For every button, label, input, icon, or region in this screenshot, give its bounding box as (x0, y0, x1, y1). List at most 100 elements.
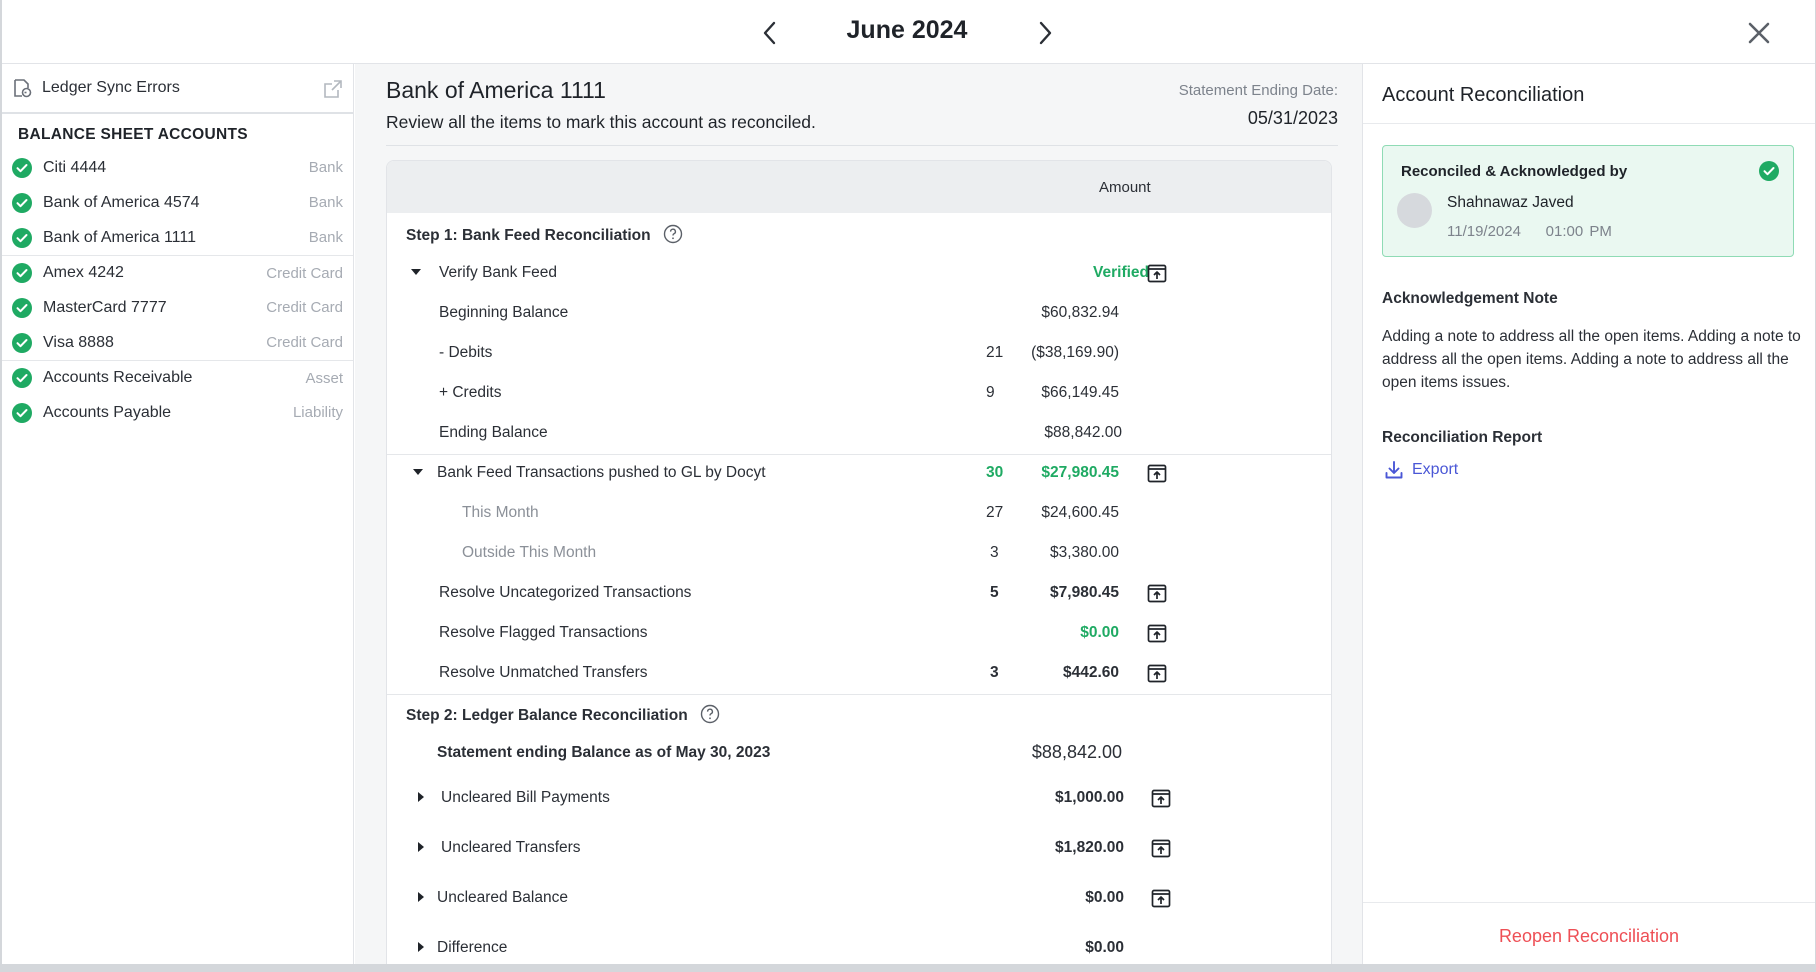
sidebar-account-item[interactable]: Accounts Receivable Asset (2, 360, 353, 395)
check-circle-icon (12, 157, 32, 178)
difference-amount: $0.00 (1085, 939, 1124, 956)
statement-ending-label: Statement Ending Date: (1178, 82, 1338, 99)
acknowledged-timestamp: 11/19/2024 01:00 PM (1447, 223, 1612, 240)
uncleared-bill-payments-label: Uncleared Bill Payments (441, 789, 610, 806)
expand-caret[interactable] (418, 842, 424, 852)
unmatched-amount: $442.60 (1062, 664, 1119, 681)
debits-amount: ($38,169.90) (1031, 344, 1119, 361)
account-reconciliation-panel: Account Reconciliation Reconciled & Ackn… (1362, 64, 1815, 964)
account-name: Citi 4444 (43, 158, 107, 176)
sidebar-account-item[interactable]: MasterCard 7777 Credit Card (2, 290, 353, 325)
sidebar-account-item[interactable]: Visa 8888 Credit Card (2, 325, 353, 360)
this-month-amount: $24,600.45 (1041, 504, 1119, 521)
ending-balance-amount: $88,842.00 (1044, 424, 1122, 441)
verify-bank-feed-row[interactable]: Verify Bank Feed Verified (387, 253, 1331, 293)
account-name: MasterCard 7777 (43, 298, 167, 316)
flagged-label: Resolve Flagged Transactions (439, 624, 648, 641)
unmatched-label: Resolve Unmatched Transfers (439, 664, 648, 681)
close-button[interactable] (1744, 18, 1774, 48)
sidebar-account-item[interactable]: Accounts Payable Liability (2, 395, 353, 430)
account-name: Accounts Payable (43, 403, 172, 421)
check-circle-icon (12, 227, 32, 248)
pushed-transactions-row[interactable]: Bank Feed Transactions pushed to GL by D… (387, 453, 1331, 493)
help-icon[interactable] (663, 224, 683, 244)
document-view-icon[interactable] (1147, 263, 1167, 283)
uncleared-transfers-row[interactable]: Uncleared Transfers $1,820.00 (387, 828, 1331, 868)
document-view-icon[interactable] (1151, 788, 1171, 808)
debits-count: 21 (986, 344, 1004, 361)
check-circle-icon (12, 263, 32, 283)
collapse-caret[interactable] (413, 469, 423, 475)
chevron-right-icon (1039, 21, 1052, 45)
uncleared-transfers-amount: $1,820.00 (1055, 839, 1124, 856)
acknowledgement-note-text: Adding a note to address all the open it… (1382, 328, 1801, 391)
prev-month-button[interactable] (755, 18, 783, 48)
document-view-icon[interactable] (1151, 838, 1171, 858)
check-circle-icon (12, 368, 32, 388)
ledger-sync-errors-row[interactable]: Ledger Sync Errors (2, 64, 353, 114)
reconciliation-report-title: Reconciliation Report (1382, 429, 1543, 446)
ledger-sync-icon (14, 79, 32, 98)
pushed-transactions-amount: $27,980.45 (1041, 464, 1119, 481)
reconciliation-table: Amount Step 1: Bank Feed Reconciliation … (386, 160, 1332, 964)
document-view-icon[interactable] (1151, 888, 1171, 908)
chevron-left-icon (763, 21, 776, 45)
document-view-icon[interactable] (1147, 583, 1167, 603)
outside-month-row: Outside This Month 3 $3,380.00 (387, 533, 1331, 573)
acknowledgement-note-title: Acknowledgement Note (1382, 290, 1558, 307)
account-title: Bank of America 1111 (386, 77, 606, 103)
uncategorized-row: Resolve Uncategorized Transactions 5 $7,… (387, 573, 1331, 613)
document-view-icon[interactable] (1147, 663, 1167, 683)
step1-header-row: Step 1: Bank Feed Reconciliation (387, 213, 1331, 253)
unmatched-count: 3 (990, 664, 999, 681)
expand-caret[interactable] (418, 792, 424, 802)
header-divider (386, 145, 1338, 146)
statement-balance-row: Statement ending Balance as of May 30, 2… (387, 733, 1331, 773)
sidebar-account-item[interactable]: Bank of America 1111 Bank (2, 220, 353, 255)
difference-row[interactable]: Difference $0.00 (387, 928, 1331, 964)
export-button[interactable]: Export (1384, 460, 1458, 480)
sidebar-account-item[interactable]: Bank of America 4574 Bank (2, 185, 353, 220)
month-header: June 2024 (2, 0, 1815, 64)
sidebar-account-item[interactable]: Citi 4444 Bank (2, 150, 353, 185)
help-icon[interactable] (700, 704, 720, 724)
account-type: Bank (308, 159, 343, 176)
amount-column-header: Amount (1099, 179, 1151, 196)
outside-month-amount: $3,380.00 (1050, 544, 1119, 561)
next-month-button[interactable] (1032, 18, 1060, 48)
uncategorized-count: 5 (990, 584, 999, 601)
row-divider (387, 454, 1331, 455)
check-circle-icon (12, 402, 32, 423)
uncategorized-label: Resolve Uncategorized Transactions (439, 584, 692, 601)
account-name: Amex 4242 (43, 264, 124, 281)
account-name: Bank of America 4574 (43, 193, 200, 211)
close-icon (1748, 22, 1770, 44)
reopen-reconciliation-button[interactable]: Reopen Reconciliation (1498, 926, 1680, 946)
row-divider (387, 694, 1331, 695)
account-type: Bank (308, 194, 343, 211)
uncleared-balance-row[interactable]: Uncleared Balance $0.00 (387, 878, 1331, 918)
sidebar-account-item[interactable]: Amex 4242 Credit Card (2, 255, 353, 290)
beginning-balance-label: Beginning Balance (439, 304, 569, 321)
account-name: Bank of America 1111 (43, 228, 196, 246)
document-view-icon[interactable] (1147, 623, 1167, 643)
beginning-balance-amount: $60,832.94 (1041, 304, 1119, 321)
uncleared-balance-amount: $0.00 (1085, 889, 1124, 906)
month-title: June 2024 (846, 16, 968, 44)
flagged-amount: $0.00 (1080, 624, 1119, 641)
verify-bank-feed-label: Verify Bank Feed (439, 264, 558, 281)
external-link-icon[interactable] (323, 79, 343, 99)
acknowledged-by-name: Shahnawaz Javed (1447, 194, 1574, 211)
collapse-caret[interactable] (411, 269, 421, 275)
this-month-count: 27 (986, 504, 1004, 521)
outside-month-label: Outside This Month (462, 544, 597, 561)
uncleared-bill-payments-row[interactable]: Uncleared Bill Payments $1,000.00 (387, 778, 1331, 818)
credits-amount: $66,149.45 (1041, 384, 1119, 401)
expand-caret[interactable] (418, 892, 424, 902)
document-view-icon[interactable] (1147, 463, 1167, 483)
account-name: Visa 8888 (43, 333, 114, 351)
uncleared-bill-payments-amount: $1,000.00 (1055, 789, 1124, 806)
expand-caret[interactable] (418, 942, 424, 952)
panel-footer: Reopen Reconciliation (1363, 902, 1815, 964)
